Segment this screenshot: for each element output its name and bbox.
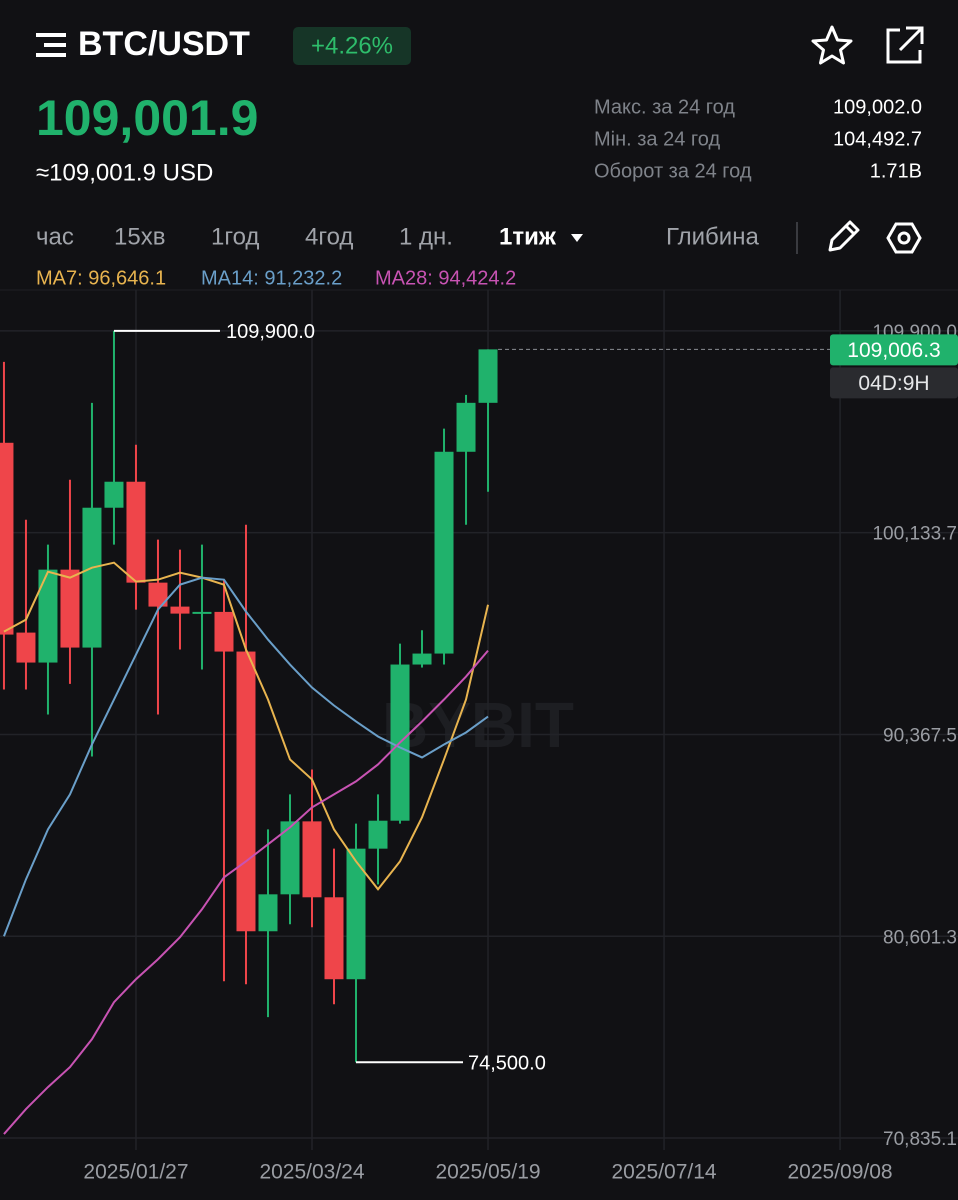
candle-body (104, 481, 124, 508)
last-price-tag (830, 334, 958, 366)
candle-body (82, 507, 102, 648)
interval-tab[interactable]: 1год (211, 223, 259, 250)
interval-tab[interactable]: час (36, 223, 74, 250)
stat-label: Макс. за 24 год (594, 96, 735, 118)
y-tick-label: 100,133.7 (872, 524, 957, 545)
x-tick-label: 2025/07/14 (611, 1161, 716, 1184)
candle-body (148, 582, 168, 607)
countdown-tag (830, 367, 958, 399)
interval-tab[interactable]: 1 дн. (399, 223, 453, 250)
x-tick-label: 2025/05/19 (435, 1161, 540, 1184)
legend-entry: MA28: 94,424.2 (375, 267, 516, 289)
candle-body (456, 402, 476, 452)
candle-body (368, 820, 388, 849)
candle-body (280, 821, 300, 895)
icon-bar (36, 33, 66, 37)
x-tick-label: 2025/01/27 (83, 1161, 188, 1184)
ma-legend: MA7: 96,646.1 MA14: 91,232.2 MA28: 94,424.… (36, 267, 516, 289)
stat-label: Оборот за 24 год (594, 160, 752, 182)
candle-body (16, 632, 36, 663)
icon-bar (36, 53, 66, 57)
stat-value: 1.71B (870, 160, 922, 182)
legend-entry: MA14: 91,232.2 (201, 267, 342, 289)
icon-part (897, 231, 911, 245)
interval-tab[interactable]: 15хв (114, 223, 165, 250)
price-usd: ≈109,001.9 USD (36, 159, 213, 186)
menu-icon[interactable] (36, 33, 66, 57)
y-tick-label: 80,601.3 (883, 927, 957, 948)
candle-body (258, 894, 278, 932)
candle-body (236, 651, 256, 932)
candle-body (38, 569, 58, 663)
depth-tab[interactable]: Глибина (666, 223, 759, 250)
candle-body (324, 897, 344, 980)
icon-part (898, 26, 924, 52)
ma-line (3, 576, 489, 937)
change: +4.26% (311, 32, 393, 59)
interval-tab-active[interactable]: 1тиж (499, 223, 557, 250)
candle-body (346, 848, 366, 980)
icon-part (886, 222, 922, 254)
low-label: 74,500.0 (468, 1053, 546, 1075)
plot (0, 330, 498, 1135)
stat-value: 104,492.7 (833, 128, 922, 150)
change-pill (293, 27, 411, 65)
high-label: 109,900.0 (226, 321, 315, 343)
candle-body (434, 451, 454, 654)
last-price-label: 109,006.3 (847, 339, 940, 362)
pair[interactable]: BTC/USDT (78, 25, 250, 63)
candle-body (214, 611, 234, 652)
favorite-icon[interactable] (811, 25, 853, 65)
ma-line (3, 561, 489, 891)
x-tick-label: 2025/03/24 (259, 1161, 364, 1184)
grid: BYBIT (0, 290, 958, 1150)
candle-body (302, 821, 322, 898)
dropdown-arrow (571, 234, 583, 242)
last-price: 109,001.9 (36, 90, 258, 146)
legend-entry: MA7: 96,646.1 (36, 267, 166, 289)
candle-body (60, 569, 80, 648)
overlay: 2025/01/27 2025/03/24 2025/05/19 2025/07/14… (83, 321, 958, 1184)
ma-line (3, 650, 489, 1135)
candle-body (170, 606, 190, 614)
settings-icon[interactable] (886, 222, 922, 254)
draw-icon[interactable] (828, 220, 860, 252)
candle-body (478, 349, 498, 403)
stat-label: Мін. за 24 год (594, 128, 720, 150)
candle-body (192, 611, 212, 614)
candle-body (0, 442, 14, 635)
y-tick-label: 70,835.1 (883, 1129, 957, 1150)
icon-bar (44, 43, 66, 47)
candle-body (412, 653, 432, 665)
icon-part (886, 28, 922, 64)
y-tick-label: 90,367.5 (883, 725, 957, 746)
stat-value: 109,002.0 (833, 96, 922, 118)
countdown-label: 04D:9H (858, 372, 929, 395)
share-icon[interactable] (886, 26, 924, 64)
candle-body (126, 481, 146, 583)
interval-tab[interactable]: 4год (305, 223, 353, 250)
x-tick-label: 2025/09/08 (788, 1161, 893, 1184)
